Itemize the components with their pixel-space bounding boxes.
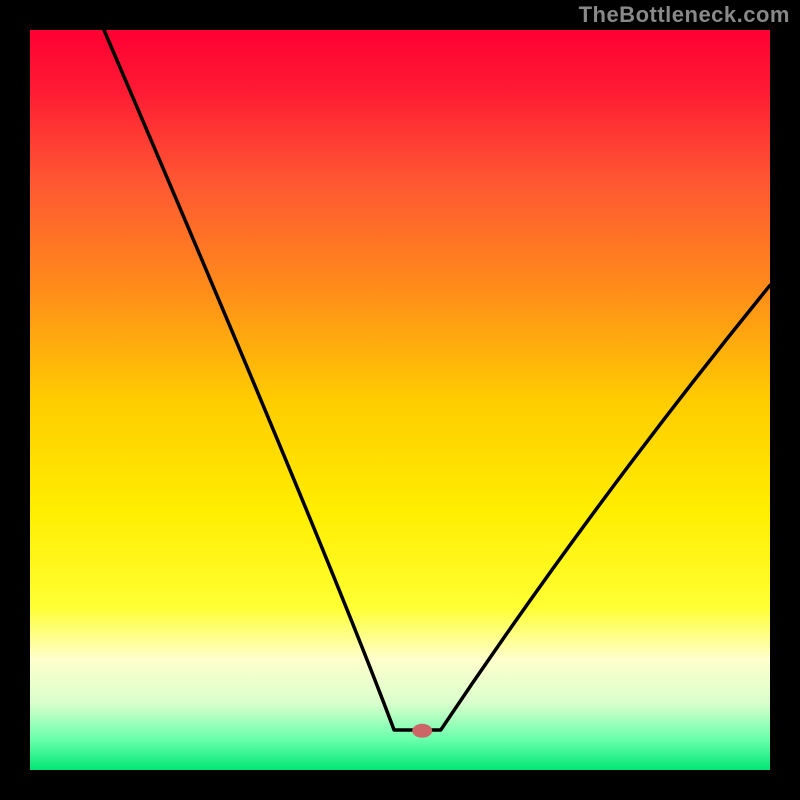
optimal-marker <box>412 724 432 738</box>
chart-svg <box>0 0 800 800</box>
chart-container: TheBottleneck.com <box>0 0 800 800</box>
watermark-text: TheBottleneck.com <box>579 2 790 28</box>
plot-area <box>30 30 770 770</box>
